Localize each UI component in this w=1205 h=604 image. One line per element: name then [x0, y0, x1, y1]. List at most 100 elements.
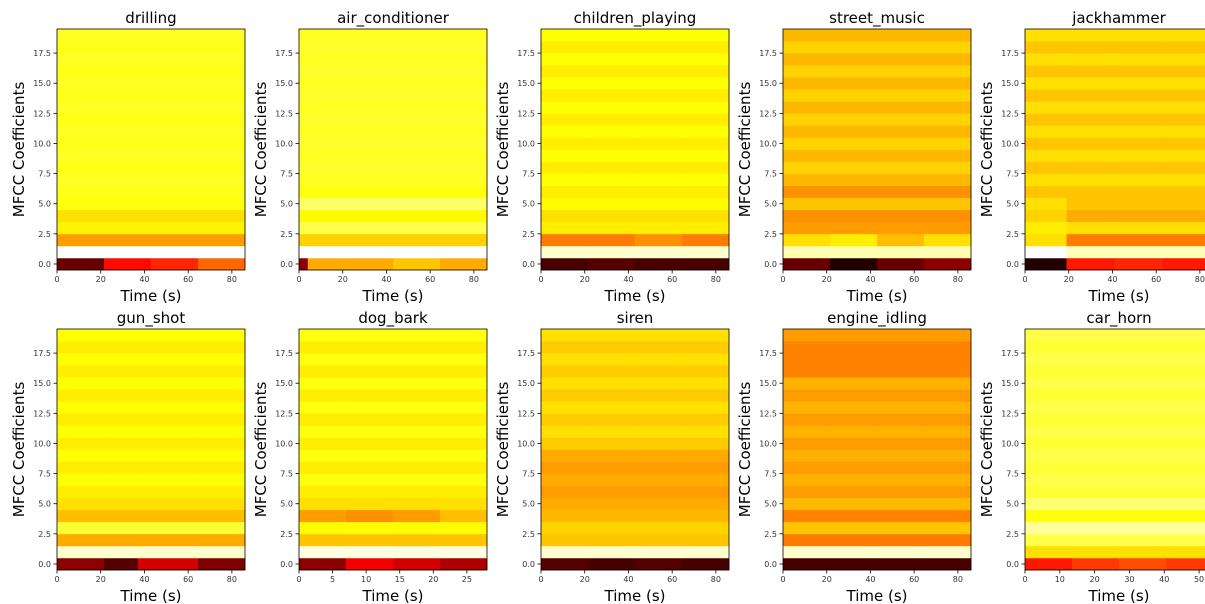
heatmap-cell [682, 437, 730, 450]
chart-title: engine_idling [827, 309, 927, 328]
x-axis-label: Time (s) [846, 287, 908, 305]
heatmap-cell [588, 473, 636, 486]
heatmap-cell [877, 437, 925, 450]
heatmap-cell [1162, 245, 1205, 259]
heatmap-cell [1025, 389, 1073, 402]
x-tick-label: 20 [1064, 275, 1074, 284]
heatmap-cell [137, 533, 199, 547]
heatmap-cell [393, 557, 441, 571]
heatmap-cell [307, 89, 394, 102]
heatmap-cell [393, 29, 441, 42]
heatmap-cell [104, 557, 139, 571]
heatmap-cell [299, 329, 347, 342]
heatmap-cell [440, 365, 488, 378]
heatmap-cell [1119, 521, 1167, 535]
heatmap-cell [307, 245, 394, 259]
heatmap-cell [1072, 353, 1120, 366]
heatmap-cell [1066, 245, 1115, 259]
heatmap-cell [104, 173, 152, 186]
y-axis-label: MFCC Coefficients [978, 82, 996, 218]
heatmap-cell [924, 401, 972, 414]
heatmap-cell [1119, 341, 1167, 354]
axes-frame [540, 28, 730, 271]
y-tick-label: 17.5 [517, 349, 535, 358]
heatmap-cell [541, 473, 589, 486]
heatmap-cell [877, 509, 925, 523]
heatmap-cell [682, 545, 730, 559]
heatmap-cell [588, 365, 636, 378]
heatmap-cell [151, 41, 199, 54]
heatmap-cell [588, 125, 636, 138]
y-tick-label: 2.5 [280, 230, 293, 239]
y-axis-label: MFCC Coefficients [10, 382, 28, 518]
heatmap-cell [104, 497, 139, 511]
y-tick-label: 15.0 [33, 79, 51, 88]
heatmap-cell [877, 125, 925, 138]
y-tick-label: 5.0 [38, 500, 51, 509]
heatmap-cell [393, 401, 441, 414]
heatmap-cell [1025, 365, 1073, 378]
y-tick-label: 0.0 [1006, 560, 1019, 569]
heatmap-cell [198, 65, 246, 78]
heatmap-cell [877, 365, 925, 378]
heatmap-cell [440, 41, 488, 54]
heatmap [783, 329, 972, 571]
heatmap-cell [588, 509, 636, 523]
heatmap-cell [137, 365, 199, 378]
heatmap-cell [830, 521, 878, 535]
heatmap-cell [440, 497, 488, 511]
heatmap-cell [682, 365, 730, 378]
heatmap-cell [635, 29, 683, 42]
x-tick-label: 20 [822, 275, 832, 284]
heatmap-cell [877, 341, 925, 354]
y-tick-label: 17.5 [1001, 49, 1019, 58]
heatmap-cell [541, 197, 589, 211]
heatmap-cell [635, 65, 683, 78]
heatmap-cell [104, 449, 139, 462]
x-tick-label: 40 [139, 275, 149, 284]
x-tick-label: 80 [953, 575, 963, 584]
heatmap-cell [877, 353, 925, 366]
heatmap-cell [1066, 257, 1115, 271]
heatmap-cell [830, 245, 878, 259]
heatmap-cell [635, 125, 683, 138]
heatmap-cell [877, 65, 925, 78]
x-tick-label: 80 [227, 575, 237, 584]
heatmap-cell [1072, 521, 1120, 535]
heatmap-cell [299, 509, 347, 523]
heatmap-cell [541, 137, 589, 150]
heatmap-cell [299, 221, 309, 235]
heatmap [1025, 29, 1205, 271]
x-tick-label: 20 [580, 575, 590, 584]
heatmap-cell [1114, 125, 1164, 138]
heatmap-cell [307, 29, 394, 42]
axes-frame [1024, 328, 1205, 571]
heatmap-cell [393, 365, 441, 378]
y-axis-label: MFCC Coefficients [252, 82, 270, 218]
heatmap-cell [393, 245, 441, 259]
heatmap-cell [783, 533, 831, 547]
y-tick-label: 15.0 [759, 79, 777, 88]
heatmap-cell [635, 473, 683, 486]
heatmap-cell [830, 101, 878, 114]
heatmap-cell [104, 185, 152, 198]
heatmap-cell [1166, 461, 1205, 474]
heatmap-cell [830, 173, 878, 186]
heatmap-cell [830, 41, 878, 54]
heatmap-cell [57, 41, 105, 54]
heatmap-cell [198, 437, 246, 450]
heatmap-cell [307, 101, 394, 114]
heatmap-cell [635, 53, 683, 66]
x-tick-label: 80 [953, 275, 963, 284]
heatmap-cell [57, 509, 105, 523]
heatmap-cell [57, 125, 105, 138]
heatmap-cell [1066, 209, 1115, 223]
heatmap-cell [830, 125, 878, 138]
y-axis-label: MFCC Coefficients [494, 82, 512, 218]
heatmap-cell [682, 449, 730, 462]
heatmap-cell [346, 545, 394, 559]
heatmap-cell [830, 257, 878, 271]
y-tick-label: 12.5 [33, 409, 51, 418]
heatmap-cell [198, 185, 246, 198]
heatmap-cell [346, 365, 394, 378]
